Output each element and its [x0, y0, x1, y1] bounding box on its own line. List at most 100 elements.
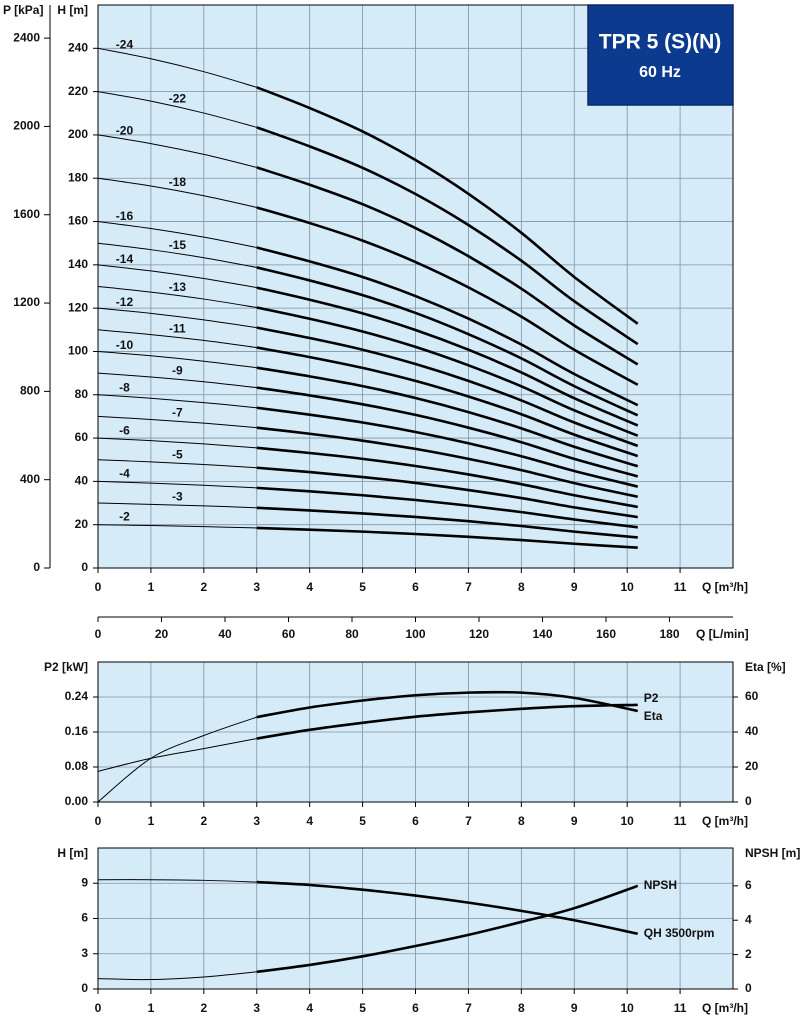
- x-tick-label: 6: [412, 1001, 419, 1015]
- curve-label: -22: [169, 91, 187, 105]
- x-tick-label: 4: [306, 1001, 313, 1015]
- curve: [256, 326, 639, 448]
- curve-label: -14: [116, 252, 134, 266]
- curve: [97, 480, 257, 489]
- curve: [97, 437, 257, 449]
- x-tick-label: 0: [95, 580, 102, 594]
- y2-tick-label: 0: [745, 794, 752, 808]
- curve-label: -8: [119, 381, 130, 395]
- x-tick-label: 5: [359, 580, 366, 594]
- curve: [256, 690, 639, 719]
- x-tick-label: 7: [465, 580, 472, 594]
- x-tick-label: 4: [306, 580, 313, 594]
- curve: [256, 884, 639, 974]
- curve-label: -3: [172, 489, 183, 503]
- x-tick-label: 8: [518, 1001, 525, 1015]
- curve-label: -9: [172, 364, 183, 378]
- curve: [256, 703, 638, 740]
- x-tick-label: 5: [359, 1001, 366, 1015]
- x-tick-label: 6: [412, 814, 419, 828]
- x2-tick-label: 0: [95, 627, 102, 641]
- curve: [97, 307, 257, 329]
- series-label: NPSH: [644, 878, 677, 892]
- y-tick-label: 100: [68, 344, 88, 358]
- curve-label: -12: [116, 295, 134, 309]
- curve-label: -16: [116, 209, 134, 223]
- x-tick-label: 10: [620, 580, 634, 594]
- y2-tick-label: 4: [745, 912, 752, 926]
- y-tick-label: 0.08: [65, 759, 89, 773]
- y2-axis-label: P [kPa]: [3, 3, 43, 17]
- x-tick-label: 8: [518, 580, 525, 594]
- x2-axis-label: Q [L/min]: [696, 627, 749, 641]
- chart-title: TPR 5 (S)(N): [599, 31, 722, 54]
- y-tick-label: 140: [68, 257, 88, 271]
- chart-subtitle: 60 Hz: [639, 64, 681, 81]
- y2-tick-label: 2: [745, 947, 752, 961]
- curve: [97, 91, 257, 128]
- y-tick-label: 6: [81, 911, 88, 925]
- y2-tick-label: 0: [33, 560, 40, 574]
- series-label: Eta: [644, 709, 663, 723]
- curve: [256, 246, 639, 407]
- x-tick-label: 11: [674, 580, 687, 594]
- curve: [256, 366, 639, 468]
- curve: [97, 264, 257, 289]
- y2-tick-label: 800: [20, 384, 40, 398]
- x-tick-label: 8: [518, 814, 525, 828]
- y2-tick-label: 1200: [13, 295, 40, 309]
- x-axis-label: Q [m³/h]: [702, 1001, 748, 1015]
- curve: [97, 177, 257, 208]
- curve-label: -24: [116, 38, 134, 52]
- x2-tick-label: 180: [659, 627, 679, 641]
- curve: [97, 394, 257, 409]
- y2-tick-label: 6: [745, 878, 752, 892]
- x-tick-label: 10: [620, 1001, 634, 1015]
- curve: [97, 502, 257, 509]
- curve: [256, 306, 639, 437]
- curve: [256, 346, 639, 458]
- y-tick-label: 120: [68, 300, 88, 314]
- curve: [256, 206, 639, 386]
- series-label: P2: [644, 691, 659, 705]
- x-tick-label: 6: [412, 580, 419, 594]
- y2-tick-label: 400: [20, 472, 40, 486]
- curve: [97, 221, 257, 249]
- curve: [256, 266, 639, 417]
- curve-label: -11: [169, 322, 186, 336]
- curve: [97, 350, 257, 369]
- x2-tick-label: 20: [155, 627, 169, 641]
- curve: [256, 166, 639, 366]
- curve-label: -2: [119, 509, 130, 523]
- x2-tick-label: 100: [405, 627, 425, 641]
- y2-tick-label: 0: [745, 981, 752, 995]
- x-tick-label: 11: [674, 1001, 687, 1015]
- y-tick-label: 0: [81, 981, 88, 995]
- x-tick-label: 3: [253, 1001, 260, 1015]
- x-axis-label: Q [m³/h]: [702, 814, 748, 828]
- x2-tick-label: 60: [282, 627, 296, 641]
- y-tick-label: 0.16: [65, 724, 89, 738]
- y-tick-label: 0.24: [65, 689, 89, 703]
- x-tick-label: 1: [148, 1001, 155, 1015]
- curve: [97, 459, 257, 469]
- curve: [256, 506, 638, 539]
- x2-tick-label: 80: [345, 627, 359, 641]
- y-tick-label: 160: [68, 214, 88, 228]
- x-tick-label: 1: [148, 580, 155, 594]
- x-tick-label: 7: [465, 814, 472, 828]
- curve: [97, 971, 257, 981]
- curve-label: -5: [172, 447, 183, 461]
- y-axis-label: H [m]: [57, 3, 88, 17]
- curve: [256, 286, 639, 427]
- x-tick-label: 2: [200, 814, 207, 828]
- y-tick-label: 0.00: [65, 794, 89, 808]
- x-tick-label: 7: [465, 1001, 472, 1015]
- x-tick-label: 3: [253, 814, 260, 828]
- x-tick-label: 2: [200, 1001, 207, 1015]
- y2-axis-label: NPSH [m]: [745, 846, 800, 860]
- curve: [97, 879, 257, 883]
- curve: [256, 126, 639, 346]
- y-tick-label: 20: [75, 517, 89, 531]
